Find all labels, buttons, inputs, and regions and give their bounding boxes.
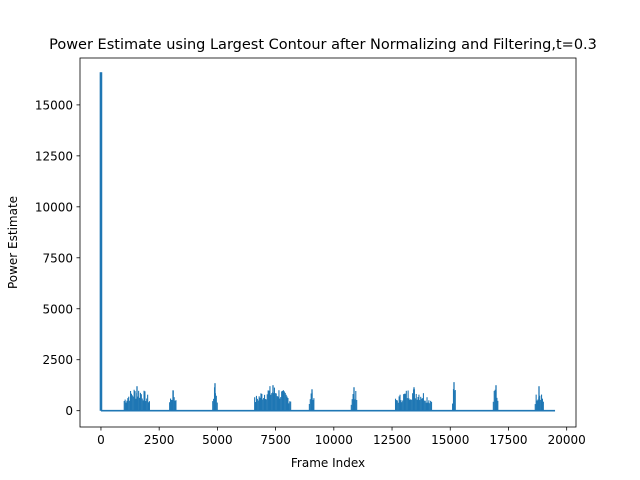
x-tick-label: 17500 [489, 433, 527, 447]
plot-area: 0 2500 5000 7500 10000 12500 15000 17500 20000 0… [35, 57, 586, 447]
x-tick-label: 2500 [144, 433, 175, 447]
x-tick-label: 10000 [315, 433, 353, 447]
series-burst [492, 385, 499, 411]
x-axis-label: Frame Index [291, 456, 365, 470]
series-layer [99, 72, 556, 412]
y-tick-label: 5000 [42, 302, 73, 316]
y-tick-label: 12500 [35, 149, 73, 163]
series-burst [212, 383, 218, 411]
y-tick-label: 10000 [35, 200, 73, 214]
x-tick-label: 12500 [373, 433, 411, 447]
x-tick-label: 15000 [431, 433, 469, 447]
x-tick-label: 7500 [260, 433, 291, 447]
series-burst [534, 386, 544, 411]
y-tick-label: 2500 [42, 353, 73, 367]
y-tick-label: 15000 [35, 98, 73, 112]
axes-frame [79, 57, 577, 428]
series-burst [350, 387, 358, 411]
series-burst [123, 386, 150, 411]
y-tick-label: 0 [65, 404, 73, 418]
series-burst [452, 382, 456, 411]
series-burst [169, 390, 177, 411]
y-tick-label: 7500 [42, 251, 73, 265]
x-tick-label: 5000 [202, 433, 233, 447]
chart-title: Power Estimate using Largest Contour aft… [49, 37, 597, 53]
y-axis-ticks: 0 2500 5000 7500 10000 12500 15000 [35, 98, 80, 418]
x-axis-ticks: 0 2500 5000 7500 10000 12500 15000 17500 20000 [97, 427, 586, 447]
series-burst [308, 389, 315, 411]
x-tick-label: 0 [97, 433, 105, 447]
series-burst [394, 387, 433, 411]
x-tick-label: 20000 [548, 433, 586, 447]
series-burst [254, 385, 292, 411]
y-axis-label: Power Estimate [6, 196, 20, 289]
